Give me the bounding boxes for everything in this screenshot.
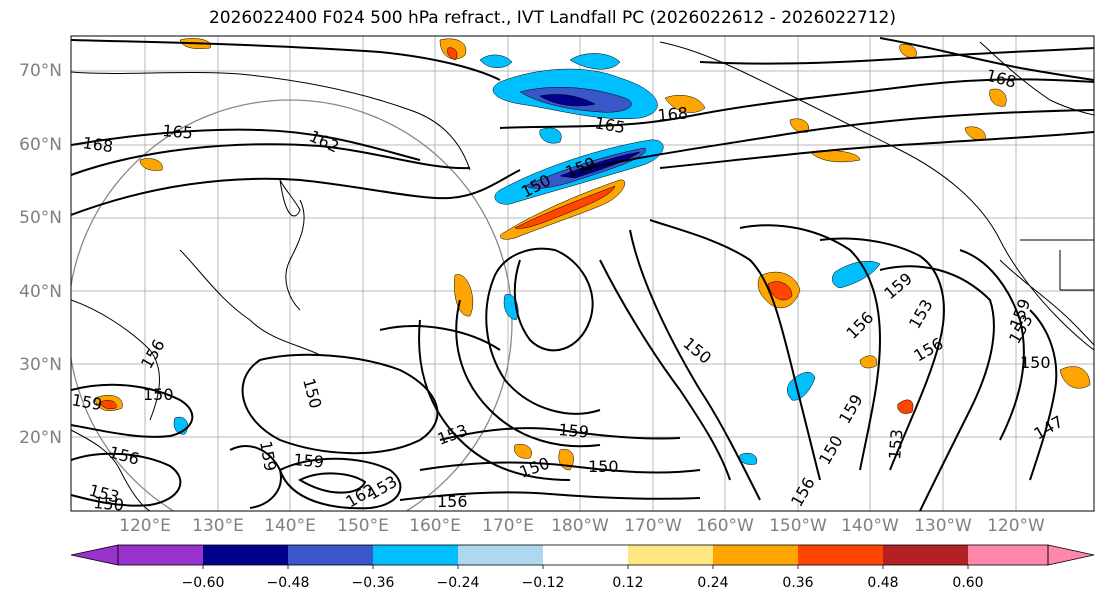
shaded-anomalies [94,38,1091,471]
contour-label: 150 [143,385,174,404]
colorbar-segment [628,545,713,565]
colorbar-tick-label: 0.48 [867,575,899,591]
contour-label: 150 [1020,353,1051,372]
colorbar-segment [543,545,628,565]
colorbar-tick-label: −0.48 [266,575,310,591]
lat-label-20n: 20°N [19,428,62,448]
colorbar-segment [713,545,798,565]
colorbar-tick-label: −0.12 [521,575,565,591]
colorbar-tick-label: 0.60 [952,575,984,591]
lon-label-130w: 130°W [914,516,972,536]
colorbar-tick-label: −0.60 [181,575,225,591]
colorbar-extend-min [70,544,119,566]
contour-label: 153 [885,428,907,460]
colorbar-segment [118,545,203,565]
lat-label-50n: 50°N [19,208,62,228]
colorbar-segment [458,545,543,565]
lon-label-140w: 140°W [841,516,899,536]
lat-label-40n: 40°N [19,282,62,302]
contour-label: 150 [588,457,619,476]
graticule [71,36,1094,511]
colorbar-extend-max [1047,544,1095,566]
colorbar-segment [203,545,288,565]
colorbar-segment [968,545,1048,565]
map-title: 2026022400 F024 500 hPa refract., IVT La… [208,8,896,28]
contour-label: 150 [93,493,125,515]
lon-label-170w: 170°W [624,516,682,536]
colorbar-segment [883,545,968,565]
colorbar [70,544,1095,569]
colorbar-tick-label: 0.24 [697,575,729,591]
colorbar-tick-label: −0.24 [436,575,480,591]
contour-label: 168 [81,133,114,156]
lon-label-160w: 160°W [696,516,754,536]
lon-label-130e: 130°E [192,516,244,536]
lon-label-170e: 170°E [482,516,534,536]
contour-label: 156 [437,492,468,511]
contour-label: 159 [293,450,325,472]
lon-label-120e: 120°E [119,516,171,536]
colorbar-segment [798,545,883,565]
colorbar-tick-label: 0.36 [782,575,814,591]
lat-label-60n: 60°N [19,135,62,155]
colorbar-segment [288,545,373,565]
lat-label-30n: 30°N [19,355,62,375]
contour-label: 159 [558,420,590,442]
map-frame [70,35,1095,512]
colorbar-segment [373,545,458,565]
coastlines [71,41,1094,511]
lat-label-70n: 70°N [19,61,62,81]
lon-label-180w: 180°W [551,516,609,536]
lon-label-160e: 160°E [409,516,461,536]
colorbar-tick-label: −0.36 [351,575,395,591]
region-circle [71,99,513,511]
lon-label-120w: 120°W [987,516,1045,536]
contour-label: 168 [657,103,689,125]
lon-label-140e: 140°E [264,516,316,536]
lon-label-150e: 150°E [337,516,389,536]
lon-label-150w: 150°W [769,516,827,536]
colorbar-tick-label: 0.12 [612,575,644,591]
contour-label: 165 [162,121,194,143]
height-contours [71,37,1094,511]
